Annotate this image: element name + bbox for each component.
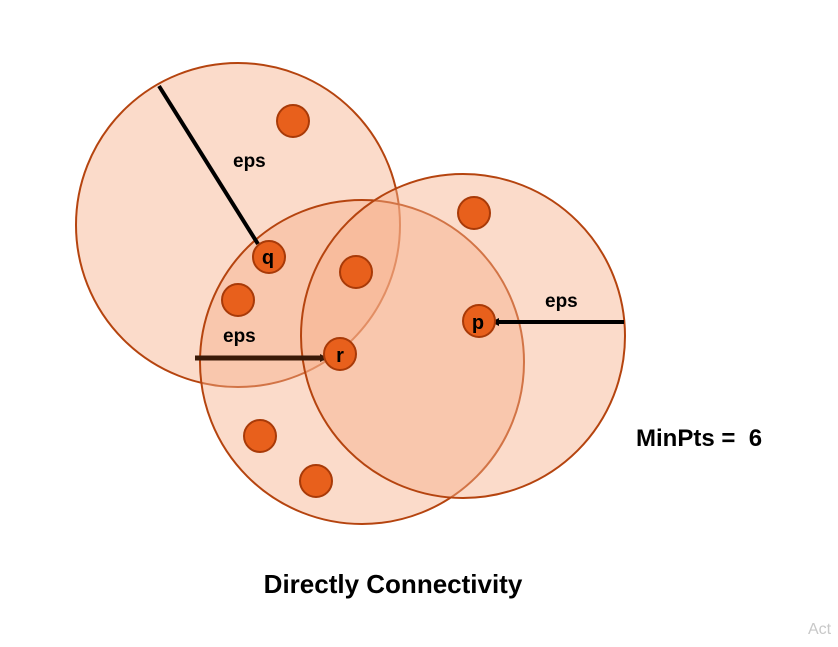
data-point bbox=[299, 464, 333, 498]
neighborhood-circle-r bbox=[199, 199, 525, 525]
point-p-label: p bbox=[472, 312, 484, 334]
neighborhood-circle-p bbox=[300, 173, 626, 499]
data-point bbox=[243, 419, 277, 453]
watermark-text: Act bbox=[808, 621, 832, 638]
point-r bbox=[323, 337, 357, 371]
diagram-caption: Directly Connectivity bbox=[263, 569, 523, 599]
eps-label-r: eps bbox=[223, 326, 256, 347]
data-point bbox=[276, 104, 310, 138]
point-r-label: r bbox=[336, 345, 344, 367]
point-p bbox=[462, 304, 496, 338]
eps-label-p: eps bbox=[545, 291, 578, 312]
data-point bbox=[339, 255, 373, 289]
point-q bbox=[252, 240, 286, 274]
neighborhood-circle-q bbox=[75, 62, 401, 388]
minpts-annotation: MinPts = 6 bbox=[636, 425, 762, 453]
minpts-label: MinPts = bbox=[636, 425, 736, 452]
data-point bbox=[221, 283, 255, 317]
eps-radius-line-q bbox=[157, 84, 260, 246]
point-q-label: q bbox=[262, 247, 274, 269]
minpts-value: 6 bbox=[748, 425, 763, 452]
data-point bbox=[457, 196, 491, 230]
eps-label-q: eps bbox=[233, 151, 266, 172]
